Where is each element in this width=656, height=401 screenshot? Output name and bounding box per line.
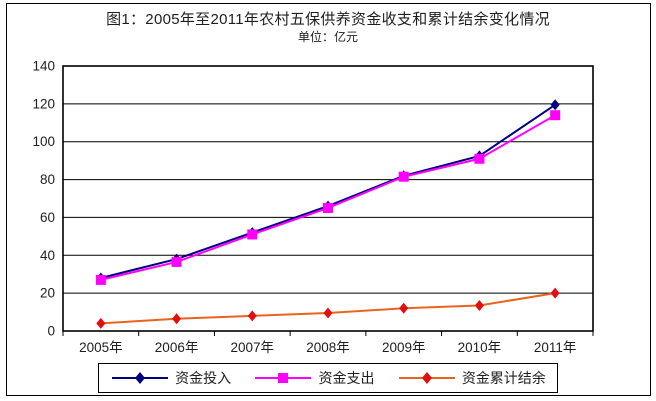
series-资金累计结余 [96,287,560,329]
legend-label: 资金支出 [318,370,375,386]
chart-unit-label: 单位：亿元 [297,30,358,44]
svg-text:2008年: 2008年 [306,340,350,355]
svg-text:100: 100 [32,134,55,149]
svg-text:40: 40 [40,248,55,263]
svg-text:2006年: 2006年 [155,340,199,355]
series-资金投入 [96,99,560,284]
svg-text:20: 20 [40,286,55,301]
legend-item-1: 资金投入 [110,368,231,388]
y-axis-labels: 0 20 40 60 80 100 120 140 [32,59,55,339]
svg-text:2009年: 2009年 [382,340,426,355]
plot-border [62,65,594,332]
chart-legend: 资金投入 资金支出 资金累计结余 [98,363,558,393]
series-资金支出 [95,110,561,285]
legend-marker-diamond-icon [112,372,169,384]
legend-label: 资金投入 [175,370,232,386]
svg-text:80: 80 [40,172,55,187]
legend-label: 资金累计结余 [461,370,546,386]
svg-text:2007年: 2007年 [231,340,275,355]
chart-title: 图1：2005年至2011年农村五保供养资金收支和累计结余变化情况 [106,11,550,28]
svg-text:2005年: 2005年 [79,340,123,355]
legend-item-2: 资金支出 [253,368,374,388]
x-axis-ticks [62,331,594,336]
svg-text:0: 0 [47,324,55,339]
legend-marker-square-icon [255,373,312,383]
x-axis-labels: 2005年 2006年 2007年 2008年 2009年 2010年 2011年 [79,340,576,355]
svg-text:2010年: 2010年 [458,340,502,355]
legend-marker-diamond-icon [398,372,455,384]
legend-item-3: 资金累计结余 [397,368,546,388]
gridlines [63,65,593,332]
svg-text:120: 120 [32,96,55,111]
svg-text:60: 60 [40,210,55,225]
svg-text:2011年: 2011年 [534,340,577,355]
svg-text:140: 140 [32,59,55,74]
